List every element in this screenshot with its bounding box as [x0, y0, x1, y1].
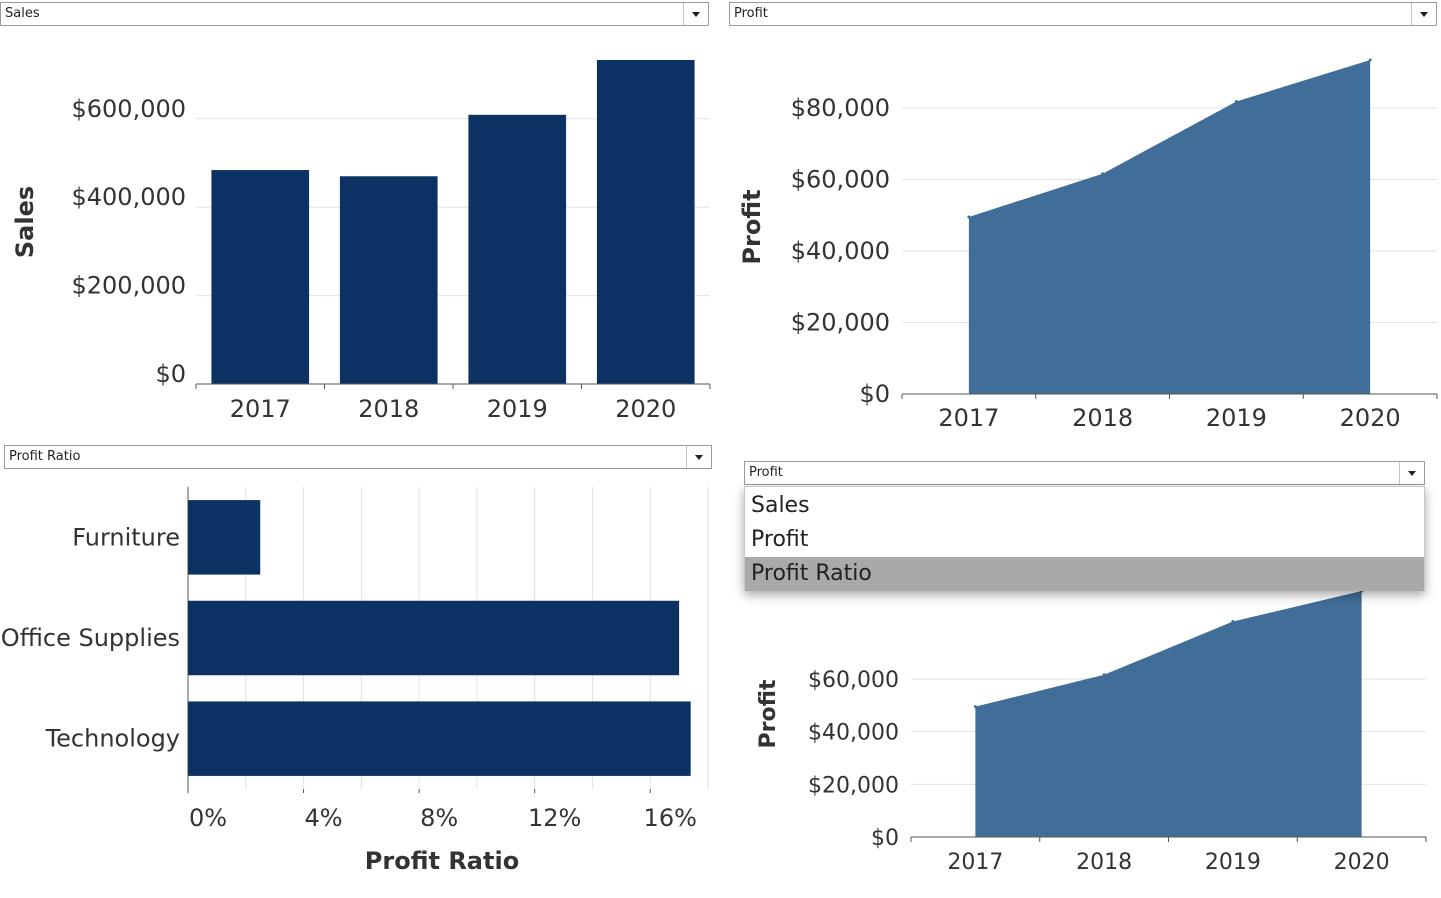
y-axis-title: Sales: [11, 186, 39, 258]
measure-dropdown-profit-ratio[interactable]: Profit Ratio: [4, 445, 712, 469]
y-tick-label: $20,000: [791, 308, 890, 336]
x-tick-label: 0%: [189, 804, 227, 832]
y-axis-title: Profit: [756, 679, 781, 748]
y-tick-label: $40,000: [808, 721, 899, 746]
chevron-down-icon[interactable]: [1399, 462, 1424, 484]
menu-item-sales[interactable]: Sales: [751, 493, 810, 518]
x-tick-label: 12%: [528, 804, 581, 832]
x-tick-label: 2017: [938, 404, 999, 432]
bar: [188, 701, 691, 776]
data-point: [1102, 673, 1106, 677]
y-tick-label: $60,000: [808, 668, 899, 693]
x-axis-title: Profit Ratio: [365, 847, 519, 875]
chevron-down-icon[interactable]: [1411, 3, 1436, 25]
x-tick-label: 2020: [1340, 404, 1401, 432]
y-tick-label: $40,000: [791, 237, 890, 265]
x-tick-label: 2018: [358, 395, 419, 423]
x-tick-label: 2020: [1334, 850, 1390, 875]
data-point: [1234, 99, 1238, 103]
menu-item-profit[interactable]: Profit: [751, 527, 809, 552]
x-tick-label: 2017: [230, 395, 291, 423]
dropdown-value: Profit Ratio: [9, 449, 81, 464]
measure-dropdown-profit[interactable]: Profit: [729, 2, 1437, 26]
data-point: [1101, 172, 1105, 176]
profit-ratio-bar-chart: Furniture Office Supplies Technology 0% 4% 8%…: [1, 487, 709, 875]
chevron-down-icon[interactable]: [683, 3, 708, 25]
x-tick-label: 2018: [1072, 404, 1133, 432]
x-tick-label: 2020: [615, 395, 676, 423]
y-tick-label: $200,000: [71, 272, 186, 300]
dropdown-value: Sales: [5, 6, 40, 21]
y-tick-label: Office Supplies: [1, 624, 180, 652]
bar: [596, 60, 695, 384]
measure-dropdown-menu: Sales Profit Profit Ratio: [744, 486, 1425, 591]
bar: [188, 500, 261, 575]
x-tick-label: 16%: [644, 804, 697, 832]
dropdown-value: Profit: [749, 465, 783, 480]
y-tick-label: $20,000: [808, 773, 899, 798]
x-tick-label: 2019: [1205, 850, 1261, 875]
x-tick-label: 2018: [1076, 850, 1132, 875]
profit-area-chart: $0 $20,000 $40,000 $60,000 $80,000 Profit 2017…: [738, 58, 1438, 432]
y-tick-label: $60,000: [791, 165, 890, 193]
y-tick-label: $600,000: [71, 95, 186, 123]
data-point: [1368, 58, 1372, 62]
y-tick-label: $0: [155, 360, 186, 388]
bar: [188, 600, 680, 676]
y-tick-label: $400,000: [71, 183, 186, 211]
measure-dropdown-open[interactable]: Profit: [744, 461, 1425, 485]
dropdown-value: Profit: [734, 6, 768, 21]
area-fill: [975, 591, 1362, 837]
menu-item-profit-ratio[interactable]: Profit Ratio: [745, 557, 1424, 591]
x-tick-label: 4%: [305, 804, 343, 832]
y-tick-label: Technology: [45, 725, 180, 753]
bar: [339, 176, 438, 384]
y-axis-title: Profit: [738, 189, 766, 264]
chevron-down-icon[interactable]: [686, 446, 711, 468]
x-tick-label: 2017: [947, 850, 1003, 875]
y-tick-label: $0: [859, 380, 890, 408]
profit-area-chart-2: $0 $20,000 $40,000 $60,000 Profit 2017 2018 201…: [756, 589, 1427, 875]
bar: [468, 114, 567, 385]
area-fill: [968, 60, 1371, 394]
bar: [211, 170, 310, 384]
data-point: [967, 215, 971, 219]
x-tick-label: 8%: [420, 804, 458, 832]
y-tick-label: $80,000: [791, 94, 890, 122]
y-tick-label: $0: [871, 826, 899, 851]
data-point: [1231, 620, 1235, 624]
measure-dropdown-sales[interactable]: Sales: [0, 2, 709, 26]
sales-bar-chart: $0 $200,000 $400,000 $600,000 Sales 2017 2018 2…: [11, 60, 711, 423]
x-tick-label: 2019: [487, 395, 548, 423]
data-point: [973, 705, 977, 709]
y-tick-label: Furniture: [72, 523, 180, 551]
x-tick-label: 2019: [1206, 404, 1267, 432]
